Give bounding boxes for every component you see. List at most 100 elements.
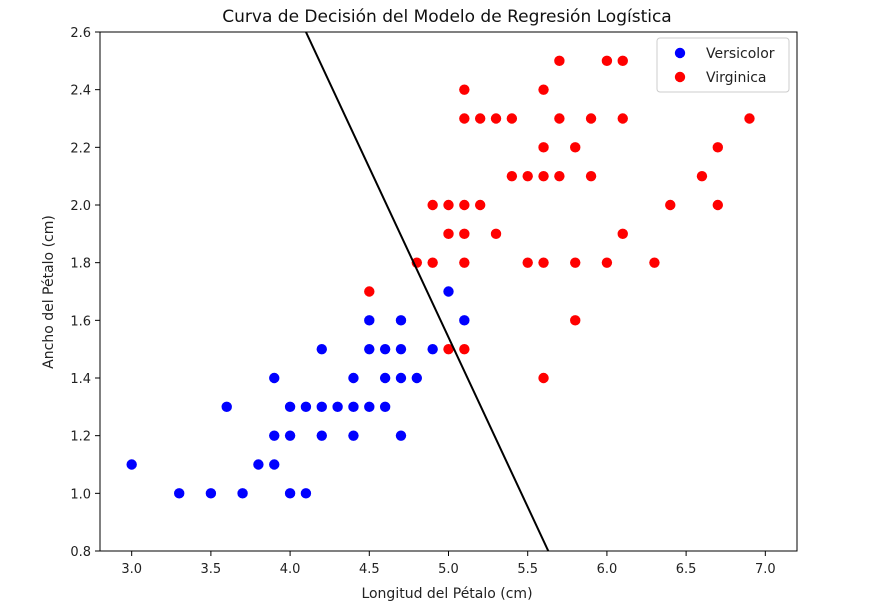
point-virginica xyxy=(459,113,470,124)
point-virginica xyxy=(570,315,581,326)
point-versicolor xyxy=(379,372,391,384)
point-virginica xyxy=(554,170,565,182)
point-versicolor xyxy=(411,372,423,384)
point-virginica xyxy=(538,372,549,384)
point-versicolor xyxy=(364,401,375,413)
legend-box xyxy=(656,37,790,93)
point-virginica xyxy=(522,257,533,268)
point-versicolor xyxy=(316,430,327,441)
legend-label-virginica: Virginica xyxy=(706,70,766,86)
y-tick-label: 1.8 xyxy=(70,257,91,272)
chart-title: Curva de Decisión del Modelo de Regresió… xyxy=(222,7,671,27)
point-virginica xyxy=(538,257,549,268)
point-virginica xyxy=(601,257,613,268)
point-virginica xyxy=(522,170,533,182)
point-virginica xyxy=(474,113,486,124)
point-virginica xyxy=(585,113,597,124)
point-virginica xyxy=(427,257,438,268)
point-virginica xyxy=(649,257,660,268)
point-virginica xyxy=(459,84,470,95)
point-versicolor xyxy=(348,401,359,413)
point-versicolor xyxy=(126,459,137,470)
point-versicolor xyxy=(300,401,312,413)
point-virginica xyxy=(538,170,549,182)
x-tick-label: 7.0 xyxy=(755,562,776,577)
point-versicolor xyxy=(253,459,264,470)
point-virginica xyxy=(459,343,470,355)
point-virginica xyxy=(554,55,565,67)
point-virginica xyxy=(459,257,470,268)
point-versicolor xyxy=(316,401,327,413)
legend-label-versicolor: Versicolor xyxy=(706,46,775,62)
y-tick-label: 2.6 xyxy=(70,26,91,41)
y-tick-label: 2.4 xyxy=(70,84,91,99)
point-virginica xyxy=(538,84,549,95)
y-tick-label: 2.0 xyxy=(70,199,91,214)
y-tick-label: 1.2 xyxy=(70,430,91,445)
point-versicolor xyxy=(284,401,296,413)
point-virginica xyxy=(459,228,470,240)
point-virginica xyxy=(443,343,454,355)
point-virginica xyxy=(474,199,486,211)
series-virginica xyxy=(364,55,755,384)
x-tick-label: 5.5 xyxy=(517,562,538,577)
point-versicolor xyxy=(284,430,296,441)
point-versicolor xyxy=(269,459,280,470)
point-virginica xyxy=(617,113,628,124)
decision-boundary-line xyxy=(305,32,550,551)
point-versicolor xyxy=(443,286,454,297)
point-versicolor xyxy=(174,488,185,499)
point-virginica xyxy=(712,142,723,153)
x-axis-label: Longitud del Pétalo (cm) xyxy=(361,586,532,602)
point-virginica xyxy=(506,113,518,124)
point-virginica xyxy=(665,199,676,211)
point-versicolor xyxy=(237,488,248,499)
point-virginica xyxy=(364,286,375,297)
y-tick-label: 2.2 xyxy=(70,141,91,156)
point-versicolor xyxy=(364,315,375,326)
legend-marker-versicolor xyxy=(674,47,686,59)
point-versicolor xyxy=(379,343,391,355)
y-axis-label: Ancho del Pétalo (cm) xyxy=(41,215,57,369)
point-virginica xyxy=(570,257,581,268)
point-virginica xyxy=(443,228,454,240)
point-virginica xyxy=(490,228,502,240)
point-versicolor xyxy=(395,372,407,384)
point-virginica xyxy=(744,113,755,124)
x-tick-label: 5.0 xyxy=(438,562,459,577)
x-tick-label: 4.0 xyxy=(280,562,301,577)
y-tick-label: 1.0 xyxy=(70,487,91,502)
point-versicolor xyxy=(395,315,407,326)
point-versicolor xyxy=(395,343,407,355)
point-versicolor xyxy=(269,430,280,441)
x-tick-label: 3.0 xyxy=(121,562,142,577)
point-virginica xyxy=(696,170,708,182)
point-versicolor xyxy=(284,488,296,499)
legend: Versicolor Virginica xyxy=(656,37,790,93)
axes: 3.0 3.5 4.0 4.5 5.0 5.5 6.0 6.5 7.0 0.8 1.0 1.2 1.4 1… xyxy=(70,26,798,577)
point-virginica xyxy=(443,199,454,211)
point-versicolor xyxy=(427,343,438,355)
point-virginica xyxy=(570,142,581,153)
point-versicolor xyxy=(316,343,327,355)
y-tick-label: 1.4 xyxy=(70,372,91,387)
x-tick-label: 6.0 xyxy=(597,562,618,577)
plot-area xyxy=(126,32,755,551)
point-versicolor xyxy=(332,401,343,413)
point-virginica xyxy=(427,199,438,211)
series-versicolor xyxy=(126,286,470,499)
x-tick-label: 6.5 xyxy=(676,562,697,577)
point-versicolor xyxy=(205,488,217,499)
point-versicolor xyxy=(379,401,391,413)
point-virginica xyxy=(506,170,518,182)
point-versicolor xyxy=(395,430,407,441)
x-tick-label: 4.5 xyxy=(359,562,380,577)
point-versicolor xyxy=(221,401,232,413)
point-versicolor xyxy=(269,372,280,384)
point-virginica xyxy=(459,199,470,211)
point-virginica xyxy=(617,228,628,240)
x-tick-label: 3.5 xyxy=(201,562,222,577)
point-virginica xyxy=(538,142,549,153)
point-virginica xyxy=(601,55,613,67)
